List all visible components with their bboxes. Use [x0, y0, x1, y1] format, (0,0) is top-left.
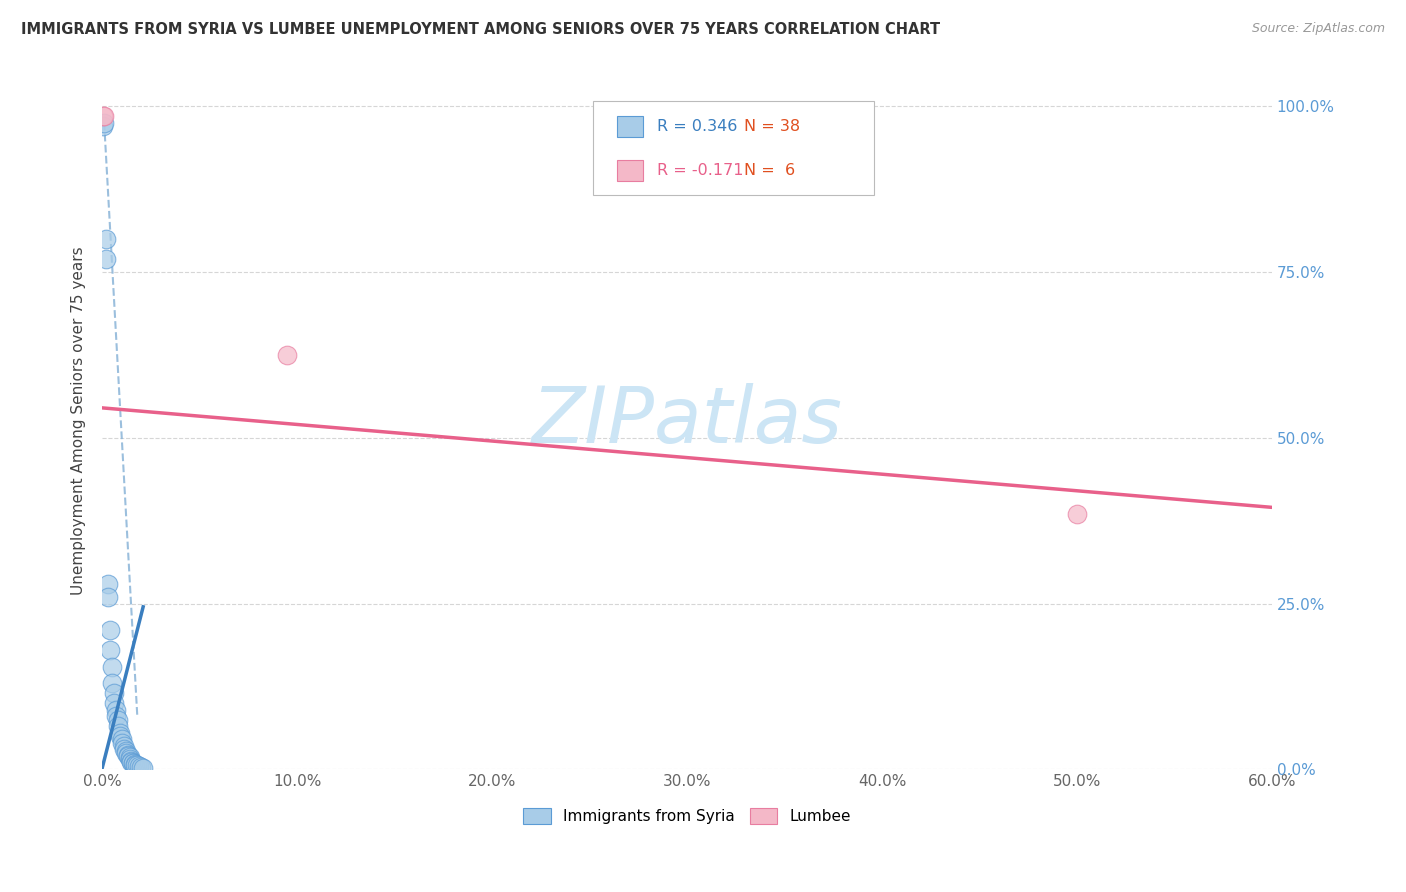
Point — [122, 756, 145, 770]
Point — [124, 756, 146, 771]
Point — [93, 109, 115, 123]
Point — [104, 703, 127, 717]
Point — [114, 746, 136, 760]
Point — [98, 623, 121, 637]
Legend: Immigrants from Syria, Lumbee: Immigrants from Syria, Lumbee — [523, 808, 851, 824]
Point — [124, 757, 146, 772]
Point — [101, 659, 124, 673]
Point — [97, 576, 120, 591]
Text: N = 38: N = 38 — [744, 120, 800, 134]
Point — [94, 252, 117, 266]
Point — [101, 676, 124, 690]
Point — [97, 590, 120, 604]
Point — [118, 752, 141, 766]
Y-axis label: Unemployment Among Seniors over 75 years: Unemployment Among Seniors over 75 years — [72, 247, 86, 596]
Text: Source: ZipAtlas.com: Source: ZipAtlas.com — [1251, 22, 1385, 36]
Point — [103, 696, 125, 710]
Text: R = -0.171: R = -0.171 — [657, 163, 744, 178]
Point — [117, 747, 139, 762]
Point — [91, 109, 114, 123]
Point — [103, 686, 125, 700]
Point — [1066, 507, 1088, 521]
Point — [94, 232, 117, 246]
Point — [91, 119, 114, 133]
Point — [111, 736, 134, 750]
FancyBboxPatch shape — [617, 160, 643, 181]
Point — [104, 709, 127, 723]
Point — [112, 739, 135, 753]
Point — [107, 719, 129, 733]
Text: N =  6: N = 6 — [744, 163, 796, 178]
Text: IMMIGRANTS FROM SYRIA VS LUMBEE UNEMPLOYMENT AMONG SENIORS OVER 75 YEARS CORRELA: IMMIGRANTS FROM SYRIA VS LUMBEE UNEMPLOY… — [21, 22, 941, 37]
Point — [276, 348, 298, 362]
Point — [112, 742, 135, 756]
Point — [120, 754, 142, 768]
Point — [108, 726, 131, 740]
Point — [122, 756, 145, 771]
Point — [114, 744, 136, 758]
Point — [132, 761, 155, 775]
FancyBboxPatch shape — [593, 101, 875, 194]
Point — [117, 749, 139, 764]
Point — [127, 758, 149, 772]
Point — [93, 116, 115, 130]
Point — [98, 643, 121, 657]
Point — [128, 759, 150, 773]
Point — [108, 729, 131, 743]
FancyBboxPatch shape — [617, 116, 643, 137]
Point — [129, 760, 152, 774]
Text: ZIPatlas: ZIPatlas — [531, 384, 842, 459]
Text: R = 0.346: R = 0.346 — [657, 120, 737, 134]
Point — [111, 732, 134, 747]
Point — [107, 713, 129, 727]
Point — [120, 755, 142, 769]
Point — [118, 750, 141, 764]
